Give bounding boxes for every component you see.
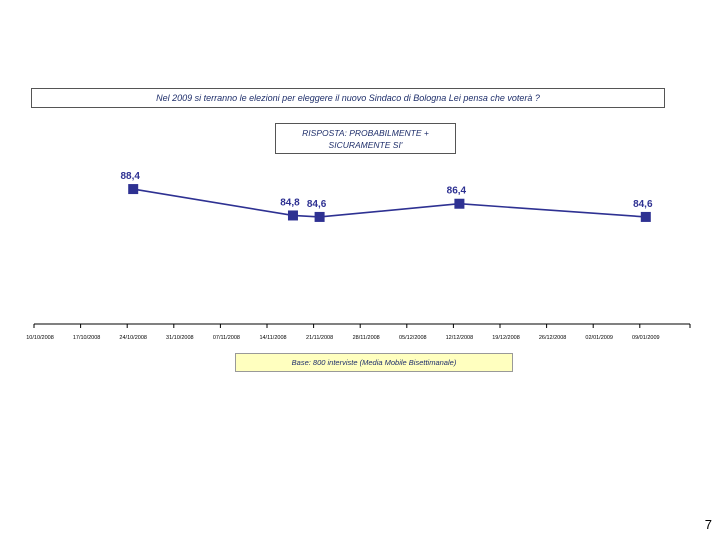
base-note-box: Base: 800 interviste (Media Mobile Biset… [235, 353, 513, 372]
answer-label-line-2: SICURAMENTE SI' [328, 139, 403, 150]
data-label: 84,6 [307, 199, 327, 210]
x-tick-label: 26/12/2008 [539, 335, 567, 341]
data-point-marker [640, 211, 651, 222]
base-note-text: Base: 800 interviste (Media Mobile Biset… [291, 358, 457, 367]
data-label: 88,4 [120, 171, 140, 182]
answer-label-box: RISPOSTA: PROBABILMENTE + SICURAMENTE SI… [275, 123, 456, 154]
answer-label-line-1: RISPOSTA: PROBABILMENTE + [302, 127, 429, 138]
data-label: 84,8 [280, 197, 300, 208]
series-line [133, 188, 646, 218]
x-tick-label: 21/11/2008 [306, 335, 333, 341]
data-point-marker [454, 198, 465, 209]
data-point-marker [314, 211, 325, 222]
question-text: Nel 2009 si terranno le elezioni per ele… [156, 93, 540, 103]
x-tick-label: 14/11/2008 [259, 335, 286, 341]
x-tick-label: 09/01/2009 [632, 335, 660, 341]
question-box: Nel 2009 si terranno le elezioni per ele… [31, 88, 665, 108]
x-tick-label: 17/10/2008 [73, 335, 101, 341]
x-tick-label: 19/12/2008 [492, 335, 520, 341]
data-label: 86,4 [447, 186, 467, 197]
x-tick-label: 24/10/2008 [119, 335, 147, 341]
data-point-marker [128, 184, 139, 195]
x-tick-label: 12/12/2008 [446, 335, 474, 341]
data-point-marker [287, 210, 298, 221]
page-number: 7 [704, 517, 712, 532]
x-tick-label: 10/10/2008 [26, 335, 54, 341]
x-tick-label: 28/11/2008 [353, 335, 380, 341]
x-tick-label: 02/01/2009 [585, 335, 613, 341]
x-tick-label: 07/11/2008 [213, 335, 240, 341]
x-tick-label: 31/10/2008 [166, 335, 194, 341]
x-tick-label: 05/12/2008 [399, 335, 427, 341]
data-label: 84,6 [633, 199, 653, 210]
